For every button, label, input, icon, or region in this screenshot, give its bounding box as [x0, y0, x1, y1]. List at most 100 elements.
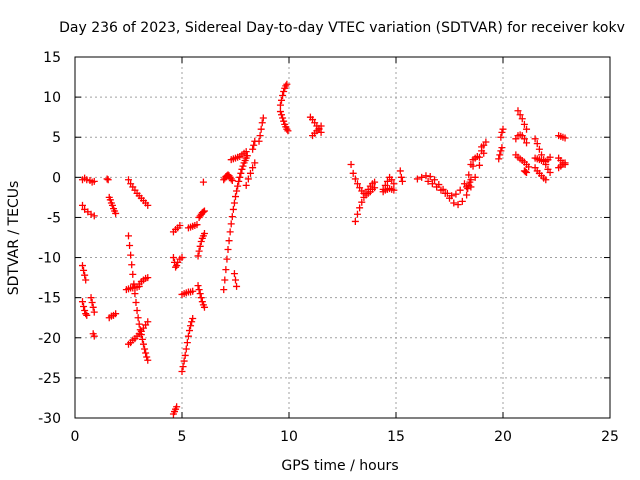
data-point — [233, 282, 241, 290]
data-point — [251, 159, 259, 167]
data-point — [183, 339, 191, 347]
data-point — [106, 196, 114, 204]
data-point — [242, 148, 250, 156]
data-point — [499, 125, 507, 133]
data-point — [514, 107, 522, 115]
data-point — [279, 114, 287, 122]
data-point — [413, 175, 421, 183]
data-point — [465, 181, 473, 189]
data-point — [78, 201, 86, 209]
data-point — [475, 153, 483, 161]
data-point — [89, 303, 97, 311]
data-point — [250, 141, 258, 149]
data-point — [125, 232, 132, 240]
data-point — [235, 177, 243, 185]
data-point — [282, 82, 290, 90]
axis-ticks: 0 5 10 15 20 25 -30 -25 -20 -15 -10 -5 0 5 10 15 — [38, 50, 619, 445]
data-point — [398, 177, 406, 185]
data-point — [82, 310, 90, 318]
data-point — [525, 163, 533, 171]
data-point — [246, 169, 254, 177]
data-point — [441, 189, 449, 197]
data-point — [497, 133, 505, 141]
data-point — [279, 92, 287, 100]
data-point — [188, 318, 196, 326]
data-point — [351, 175, 359, 183]
data-point — [88, 298, 96, 306]
data-point — [144, 274, 152, 282]
data-point — [189, 315, 197, 323]
data-point — [465, 171, 473, 179]
data-point — [142, 349, 150, 357]
data-point — [234, 182, 242, 190]
data-point — [83, 311, 91, 319]
y-tick-label: 15 — [43, 50, 61, 66]
data-point — [187, 322, 195, 330]
data-point — [259, 114, 267, 122]
data-point — [223, 255, 231, 263]
data-point — [422, 172, 430, 180]
data-point — [173, 262, 181, 270]
x-tick-label: 5 — [178, 429, 187, 445]
data-point — [139, 340, 147, 348]
data-point — [280, 117, 288, 125]
data-point — [178, 367, 186, 375]
data-point — [471, 173, 479, 181]
data-point — [196, 242, 204, 250]
data-point — [257, 125, 265, 133]
data-point — [478, 147, 486, 155]
data-point — [173, 403, 181, 411]
data-point — [467, 160, 475, 168]
data-point — [284, 127, 292, 135]
data-point — [225, 237, 233, 245]
data-point — [136, 326, 144, 334]
data-point — [388, 176, 396, 184]
data-point — [317, 128, 325, 136]
data-point — [497, 147, 505, 155]
data-point — [233, 187, 241, 195]
data-point — [467, 176, 475, 184]
x-axis-label: GPS time / hours — [281, 458, 398, 474]
data-point — [397, 173, 405, 181]
data-point — [181, 351, 189, 359]
data-point — [172, 263, 180, 271]
data-point — [446, 194, 453, 202]
data-point — [135, 320, 143, 328]
data-point — [390, 186, 398, 194]
data-point — [144, 201, 152, 209]
data-point — [80, 266, 88, 274]
data-point — [278, 111, 286, 119]
data-point — [561, 159, 569, 167]
y-axis-label: SDTVAR / TECUs — [6, 181, 22, 296]
data-point — [426, 173, 434, 181]
data-point — [230, 270, 238, 278]
x-tick-label: 20 — [494, 429, 512, 445]
x-tick-label: 10 — [280, 429, 298, 445]
data-point — [520, 135, 528, 143]
data-point — [125, 176, 132, 184]
data-point — [197, 238, 205, 246]
data-point — [390, 180, 398, 188]
data-point — [475, 161, 483, 169]
data-point — [428, 180, 436, 188]
data-point — [358, 198, 366, 206]
data-point — [138, 335, 146, 343]
data-point — [141, 345, 149, 353]
data-point — [178, 254, 186, 262]
data-point — [520, 120, 528, 128]
data-point — [450, 199, 458, 207]
data-point — [371, 178, 379, 186]
data-point — [195, 247, 203, 255]
data-point — [463, 191, 471, 199]
data-point — [199, 178, 207, 186]
y-tick-label: -25 — [38, 371, 61, 387]
data-point — [424, 177, 432, 185]
y-tick-label: -10 — [38, 251, 61, 267]
data-point — [278, 96, 286, 104]
data-point — [347, 160, 355, 168]
data-point — [498, 128, 506, 136]
data-point — [104, 176, 112, 184]
data-point — [249, 164, 257, 172]
data-point — [238, 165, 246, 173]
data-point — [222, 266, 230, 274]
